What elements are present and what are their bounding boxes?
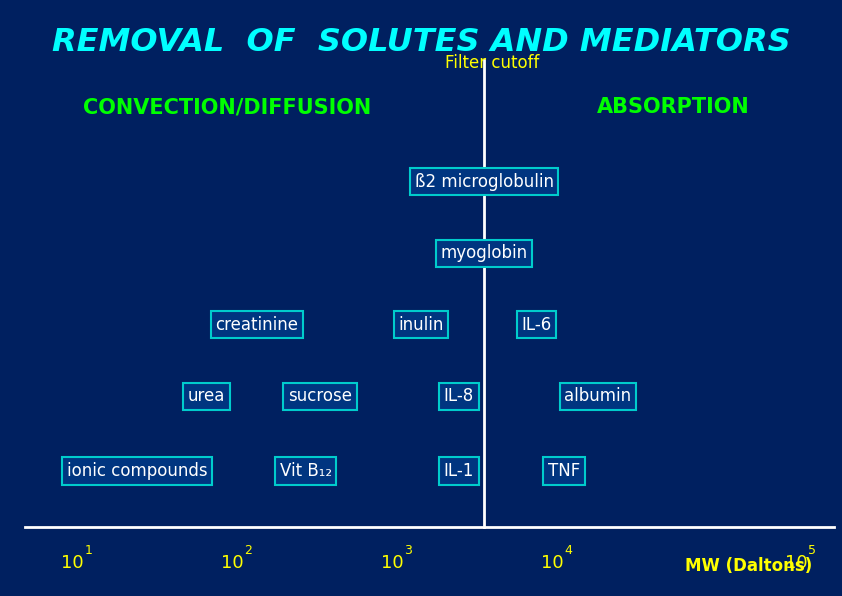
Text: 3: 3 [404,544,412,557]
Text: ionic compounds: ionic compounds [67,462,208,480]
Text: 5: 5 [808,544,817,557]
Text: TNF: TNF [548,462,580,480]
Text: 4: 4 [564,544,572,557]
Text: IL-6: IL-6 [521,316,552,334]
Text: urea: urea [188,387,225,405]
Text: myoglobin: myoglobin [440,244,528,262]
Text: 10: 10 [61,554,83,572]
Text: ß2 microglobulin: ß2 microglobulin [414,173,554,191]
Text: sucrose: sucrose [288,387,352,405]
Text: 1: 1 [84,544,92,557]
Text: creatinine: creatinine [216,316,298,334]
Text: CONVECTION/DIFFUSION: CONVECTION/DIFFUSION [83,97,371,117]
Text: 10: 10 [221,554,243,572]
Text: Filter cutoff: Filter cutoff [445,54,540,72]
Text: 10: 10 [381,554,403,572]
Text: IL-1: IL-1 [444,462,474,480]
Text: 2: 2 [244,544,252,557]
Text: ABSORPTION: ABSORPTION [597,97,750,117]
Text: albumin: albumin [564,387,632,405]
Text: Vit B₁₂: Vit B₁₂ [280,462,332,480]
Text: inulin: inulin [398,316,444,334]
Text: REMOVAL  OF  SOLUTES AND MEDIATORS: REMOVAL OF SOLUTES AND MEDIATORS [51,27,791,58]
Text: 10: 10 [785,554,807,572]
Text: 10: 10 [541,554,563,572]
Text: IL-8: IL-8 [444,387,474,405]
Text: MW (Daltons): MW (Daltons) [685,557,813,575]
